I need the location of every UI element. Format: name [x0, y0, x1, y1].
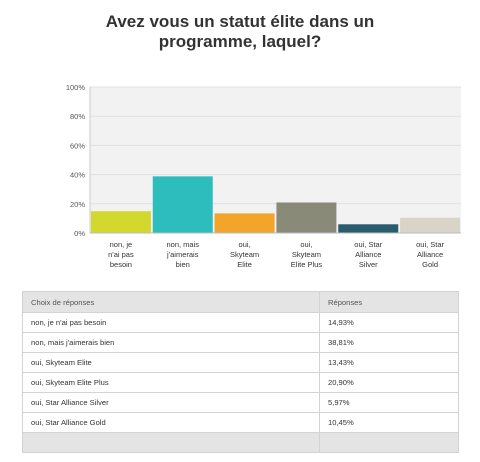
bar [338, 224, 399, 233]
bar [400, 217, 461, 233]
y-tick-label: 0% [74, 229, 85, 238]
table-row: oui, Skyteam Elite 13,43% [22, 352, 459, 373]
responses-table: Choix de réponses Réponses non, je n'ai … [22, 291, 459, 453]
x-tick-label: oui, Skyteam Elite Plus [291, 240, 323, 269]
row-label: oui, Skyteam Elite [22, 352, 320, 373]
table-footer-row [22, 432, 459, 453]
x-tick-label: oui, Star Alliance Silver [354, 240, 382, 269]
header-response: Réponses [319, 291, 459, 313]
footer-cell [22, 432, 320, 453]
x-tick-label: non, mais j'aimerais bien [166, 240, 199, 269]
y-tick-label: 80% [70, 112, 85, 121]
y-tick-label: 20% [70, 200, 85, 209]
y-tick-label: 60% [70, 141, 85, 150]
bar [214, 213, 275, 233]
bar [90, 211, 151, 233]
table-row: non, mais j'aimerais bien 38,81% [22, 332, 459, 353]
row-value: 38,81% [319, 332, 459, 353]
row-label: oui, Skyteam Elite Plus [22, 372, 320, 393]
y-tick-label: 40% [70, 171, 85, 180]
bar [152, 176, 213, 233]
table-row: oui, Skyteam Elite Plus 20,90% [22, 372, 459, 393]
chart-title-line-1: Avez vous un statut élite dans un [105, 12, 375, 31]
row-label: non, mais j'aimerais bien [22, 332, 320, 353]
x-tick-label: oui, Skyteam Elite [230, 240, 259, 269]
row-label: oui, Star Alliance Silver [22, 392, 320, 413]
row-label: non, je n'ai pas besoin [22, 312, 320, 333]
row-value: 20,90% [319, 372, 459, 393]
bar [276, 202, 337, 233]
y-tick-label: 100% [66, 83, 86, 92]
table-row: oui, Star Alliance Silver 5,97% [22, 392, 459, 413]
plot-background [90, 87, 461, 233]
table-header-row: Choix de réponses Réponses [22, 291, 459, 313]
footer-cell [319, 432, 459, 453]
row-value: 10,45% [319, 412, 459, 433]
x-tick-label: oui, Star Alliance Gold [416, 240, 444, 269]
header-choice: Choix de réponses [22, 291, 320, 313]
chart-title-line-2: programme, laquel? [158, 32, 322, 51]
table-row: non, je n'ai pas besoin 14,93% [22, 312, 459, 333]
row-value: 5,97% [319, 392, 459, 413]
row-label: oui, Star Alliance Gold [22, 412, 320, 433]
table-row: oui, Star Alliance Gold 10,45% [22, 412, 459, 433]
x-tick-label: non, je n'ai pas besoin [108, 240, 134, 269]
bar-chart: 0% 20% 40% 60% 80% 100% non, je n'ai pas besoin n… [66, 83, 461, 269]
row-value: 13,43% [319, 352, 459, 373]
row-value: 14,93% [319, 312, 459, 333]
chart-title: Avez vous un statut élite dans un progra… [0, 12, 480, 52]
